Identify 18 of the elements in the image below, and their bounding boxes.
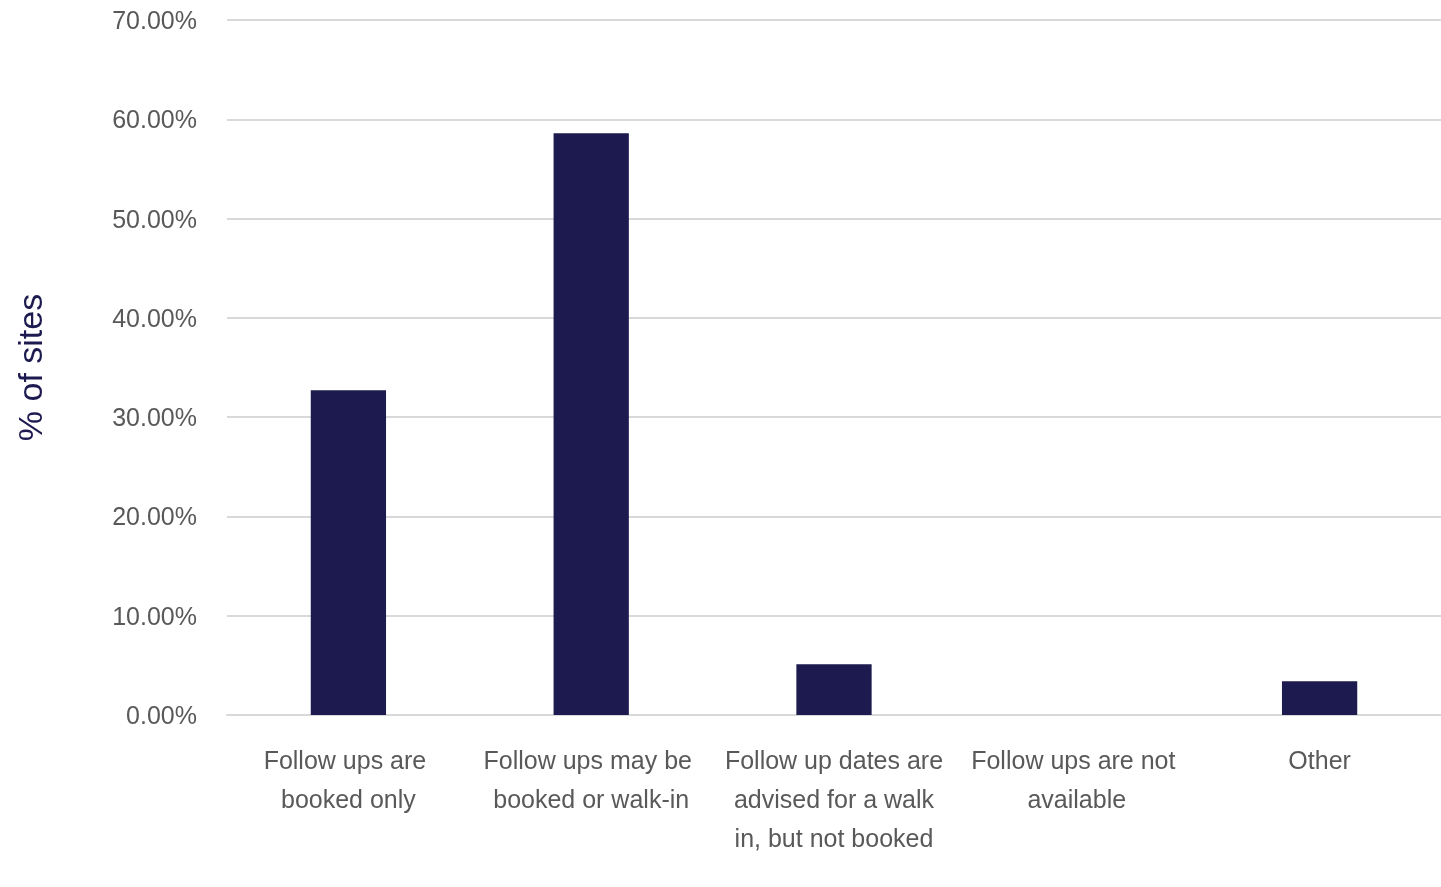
y-tick-label: 10.00% [112,601,197,630]
y-tick-label: 40.00% [112,303,197,332]
y-tick-label: 70.00% [112,6,197,34]
y-tick-label: 60.00% [112,105,197,134]
bar [796,664,872,715]
x-tick-label: Follow ups are booked only [263,745,434,813]
x-tick-label: Follow up dates are advised for a walk in, but not booked [724,745,944,852]
y-tick-label: 30.00% [112,403,197,432]
x-tick-label: Follow ups are not available [971,745,1183,813]
x-tick-label: Follow ups may be booked or walk-in [483,745,699,813]
bar [553,133,629,715]
bar [1281,681,1358,715]
x-tick-label: Other [1288,745,1351,774]
y-tick-label: 50.00% [112,204,197,233]
y-axis-title: % of sites [11,293,49,442]
y-tick-label: 20.00% [112,502,197,531]
y-tick-label: 0.00% [126,701,197,729]
bar [310,390,387,715]
